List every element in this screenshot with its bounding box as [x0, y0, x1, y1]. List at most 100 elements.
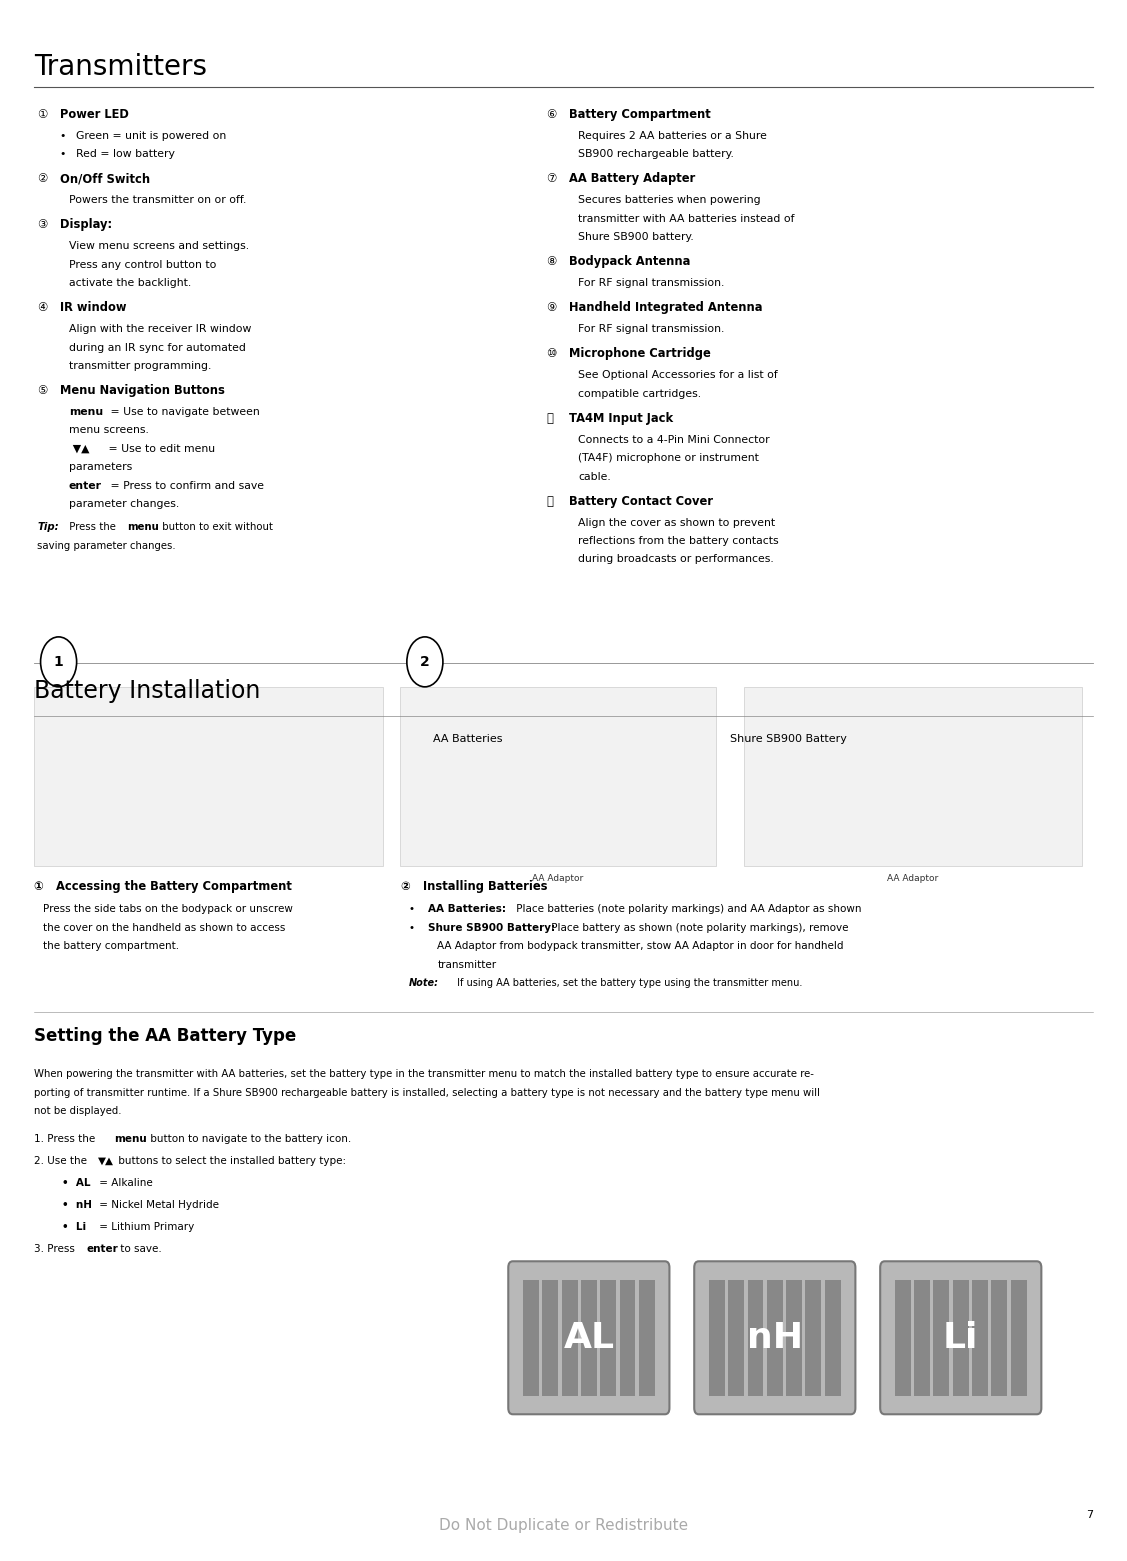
Text: the cover on the handheld as shown to access: the cover on the handheld as shown to ac… — [43, 923, 285, 933]
Text: Align with the receiver IR window: Align with the receiver IR window — [69, 325, 251, 334]
Text: SB900 rechargeable battery.: SB900 rechargeable battery. — [578, 150, 734, 159]
Bar — [620, 1280, 636, 1396]
Text: AA Adaptor from bodypack transmitter, stow AA Adaptor in door for handheld: AA Adaptor from bodypack transmitter, st… — [437, 941, 844, 951]
Text: = Nickel Metal Hydride: = Nickel Metal Hydride — [96, 1200, 219, 1210]
Text: AL: AL — [564, 1321, 614, 1355]
Bar — [639, 1280, 655, 1396]
Text: Accessing the Battery Compartment: Accessing the Battery Compartment — [56, 880, 292, 893]
Text: Battery Contact Cover: Battery Contact Cover — [569, 495, 713, 507]
Text: saving parameter changes.: saving parameter changes. — [37, 540, 176, 551]
Text: (TA4F) microphone or instrument: (TA4F) microphone or instrument — [578, 453, 758, 464]
Text: = Alkaline: = Alkaline — [96, 1179, 152, 1188]
Text: transmitter with AA batteries instead of: transmitter with AA batteries instead of — [578, 214, 795, 223]
Text: 7: 7 — [1086, 1511, 1093, 1520]
Text: parameters: parameters — [69, 462, 132, 473]
Text: during an IR sync for automated: during an IR sync for automated — [69, 342, 246, 353]
Bar — [747, 1280, 763, 1396]
Text: ④: ④ — [37, 301, 47, 314]
Text: button to exit without: button to exit without — [159, 523, 273, 532]
FancyBboxPatch shape — [400, 687, 716, 866]
Bar — [766, 1280, 783, 1396]
Text: = Use to edit menu: = Use to edit menu — [105, 443, 215, 454]
Text: button to navigate to the battery icon.: button to navigate to the battery icon. — [147, 1133, 350, 1144]
Text: not be displayed.: not be displayed. — [34, 1107, 122, 1116]
Text: Press the side tabs on the bodypack or unscrew: Press the side tabs on the bodypack or u… — [43, 904, 293, 915]
Text: View menu screens and settings.: View menu screens and settings. — [69, 242, 249, 251]
Text: ⑧: ⑧ — [547, 254, 557, 268]
Text: On/Off Switch: On/Off Switch — [60, 172, 150, 186]
Text: menu: menu — [114, 1133, 147, 1144]
Text: ⑦: ⑦ — [547, 172, 557, 186]
Text: •  AL: • AL — [62, 1179, 90, 1188]
Text: 1: 1 — [54, 656, 63, 668]
Text: during broadcasts or performances.: during broadcasts or performances. — [578, 554, 774, 565]
Text: Place batteries (note polarity markings) and AA Adaptor as shown: Place batteries (note polarity markings)… — [513, 904, 861, 915]
Text: AA Adaptor: AA Adaptor — [532, 874, 584, 884]
Text: ⑫: ⑫ — [547, 495, 553, 507]
Text: ⑪: ⑪ — [547, 412, 553, 425]
Text: Red = low battery: Red = low battery — [76, 150, 175, 159]
Bar — [542, 1280, 558, 1396]
Text: Shure SB900 Battery:: Shure SB900 Battery: — [428, 923, 556, 933]
Text: •: • — [409, 904, 421, 915]
Bar — [787, 1280, 802, 1396]
Text: 1. Press the: 1. Press the — [34, 1133, 98, 1144]
Text: Place battery as shown (note polarity markings), remove: Place battery as shown (note polarity ma… — [548, 923, 849, 933]
Bar — [523, 1280, 539, 1396]
Text: IR window: IR window — [60, 301, 126, 314]
Text: When powering the transmitter with AA batteries, set the battery type in the tra: When powering the transmitter with AA ba… — [34, 1069, 814, 1079]
Text: Transmitters: Transmitters — [34, 53, 207, 81]
Text: nH: nH — [747, 1321, 802, 1355]
Text: •: • — [60, 150, 66, 159]
Text: ⑨: ⑨ — [547, 301, 557, 314]
Circle shape — [41, 637, 77, 687]
Text: enter: enter — [87, 1244, 118, 1255]
Text: Handheld Integrated Antenna: Handheld Integrated Antenna — [569, 301, 763, 314]
Text: ⑥: ⑥ — [547, 108, 557, 120]
Text: transmitter: transmitter — [437, 960, 496, 969]
Text: menu screens.: menu screens. — [69, 426, 149, 436]
Text: Bodypack Antenna: Bodypack Antenna — [569, 254, 691, 268]
Text: 3. Press: 3. Press — [34, 1244, 78, 1255]
Bar — [992, 1280, 1008, 1396]
Text: ▼▲: ▼▲ — [98, 1155, 114, 1166]
Bar — [914, 1280, 930, 1396]
Text: Do Not Duplicate or Redistribute: Do Not Duplicate or Redistribute — [438, 1517, 689, 1533]
Bar — [1011, 1280, 1027, 1396]
Text: = Lithium Primary: = Lithium Primary — [96, 1222, 194, 1232]
Text: Setting the AA Battery Type: Setting the AA Battery Type — [34, 1027, 296, 1046]
Bar — [933, 1280, 949, 1396]
FancyBboxPatch shape — [744, 687, 1082, 866]
Text: ⑩: ⑩ — [547, 347, 557, 361]
Text: ①: ① — [37, 108, 47, 120]
Text: Installing Batteries: Installing Batteries — [423, 880, 547, 893]
Text: Battery Compartment: Battery Compartment — [569, 108, 711, 120]
Text: AA Adaptor: AA Adaptor — [887, 874, 939, 884]
Text: Li: Li — [943, 1321, 978, 1355]
Text: For RF signal transmission.: For RF signal transmission. — [578, 325, 725, 334]
Text: •: • — [60, 131, 66, 140]
Text: Power LED: Power LED — [60, 108, 128, 120]
Text: •  nH: • nH — [62, 1200, 92, 1210]
Bar — [895, 1280, 911, 1396]
Text: Note:: Note: — [409, 979, 440, 988]
Text: Press any control button to: Press any control button to — [69, 259, 216, 270]
Text: ②: ② — [37, 172, 47, 186]
Text: Microphone Cartridge: Microphone Cartridge — [569, 347, 711, 361]
Text: = Use to navigate between: = Use to navigate between — [107, 407, 260, 417]
Text: Shure SB900 battery.: Shure SB900 battery. — [578, 233, 694, 242]
Text: Shure SB900 Battery: Shure SB900 Battery — [730, 734, 848, 743]
Text: For RF signal transmission.: For RF signal transmission. — [578, 278, 725, 289]
Text: reflections from the battery contacts: reflections from the battery contacts — [578, 535, 779, 546]
Text: = Press to confirm and save: = Press to confirm and save — [107, 481, 264, 490]
Text: 2: 2 — [420, 656, 429, 668]
FancyBboxPatch shape — [880, 1261, 1041, 1414]
Text: Powers the transmitter on or off.: Powers the transmitter on or off. — [69, 195, 246, 204]
Text: transmitter programming.: transmitter programming. — [69, 361, 211, 372]
Bar — [580, 1280, 597, 1396]
Text: ②: ② — [400, 880, 410, 893]
Bar — [806, 1280, 822, 1396]
Text: Connects to a 4-Pin Mini Connector: Connects to a 4-Pin Mini Connector — [578, 434, 770, 445]
Text: •: • — [409, 923, 421, 933]
Text: •  Li: • Li — [62, 1222, 86, 1232]
